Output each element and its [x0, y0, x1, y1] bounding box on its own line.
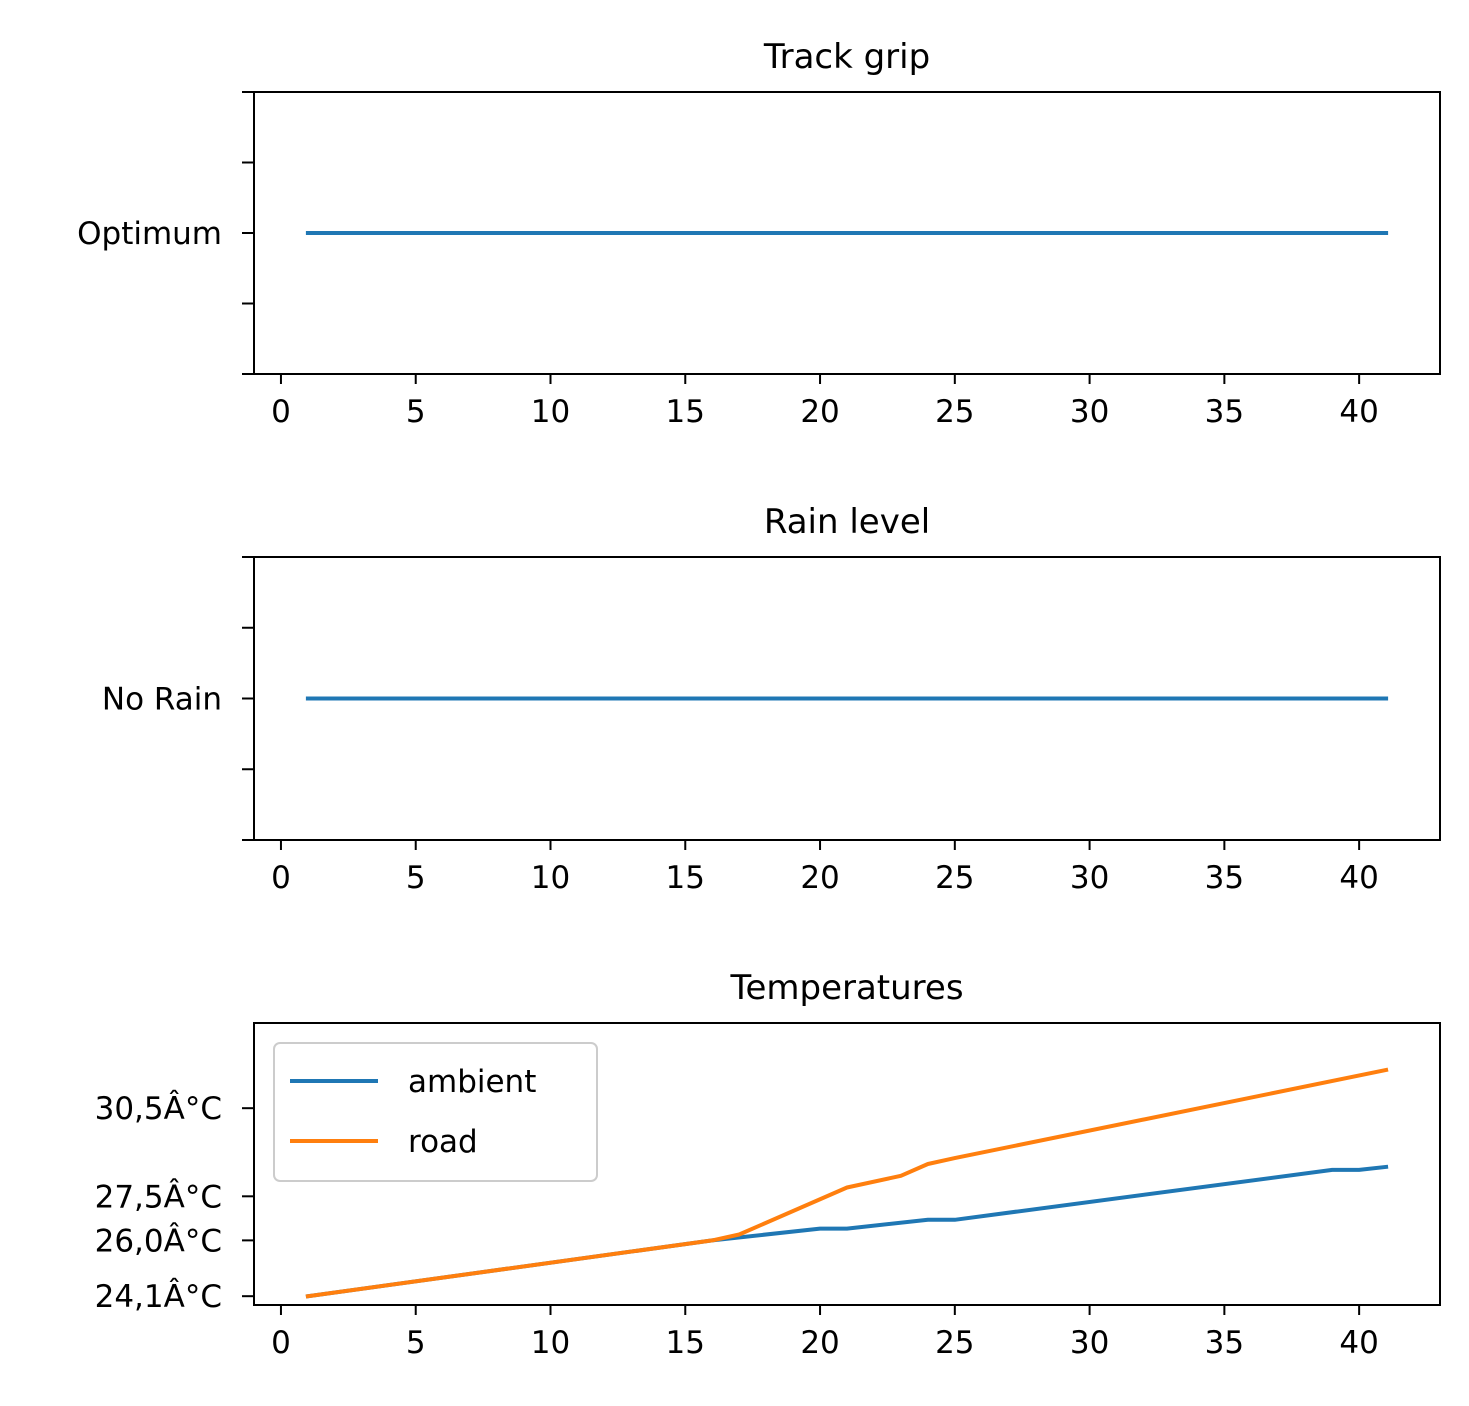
chart-title: Temperatures: [729, 968, 963, 1008]
axes-frame: [253, 556, 1441, 841]
x-tick-label: 0: [271, 1325, 291, 1361]
x-tick-label: 20: [800, 1325, 839, 1361]
x-tick-label: 30: [1070, 860, 1109, 896]
y-tick-label: 24,1Â°C: [95, 1279, 222, 1315]
chart-title: Rain level: [764, 502, 930, 542]
x-tick-label: 40: [1339, 860, 1378, 896]
y-tick-label: Optimum: [77, 216, 222, 252]
x-tick-label: 15: [666, 860, 705, 896]
x-tick-label: 30: [1070, 394, 1109, 430]
x-tick-label: 30: [1070, 1325, 1109, 1361]
x-tick-label: 15: [666, 1325, 705, 1361]
x-tick-label: 15: [666, 394, 705, 430]
y-tick-label: No Rain: [102, 682, 222, 718]
legend-entry-road: road: [408, 1124, 478, 1160]
x-tick-label: 25: [935, 860, 974, 896]
x-tick-label: 0: [271, 394, 291, 430]
axes-frame: [253, 1022, 1441, 1306]
legend-entry-ambient: ambient: [408, 1064, 536, 1100]
x-tick-label: 20: [800, 860, 839, 896]
subplot-3: Temperatures 0 5 10 15 20 25 30 35 40 24,1Â°C 26,0Â…: [95, 968, 1441, 1361]
legend: ambient road: [273, 1042, 598, 1182]
x-tick-label: 35: [1205, 394, 1244, 430]
x-tick-label: 0: [271, 860, 291, 896]
series-line-road: [305, 1067, 1389, 1299]
x-tick-label: 10: [531, 394, 570, 430]
axes-frame: [253, 91, 1441, 375]
x-tick-label: 5: [406, 1325, 426, 1361]
x-tick-label: 10: [531, 860, 570, 896]
x-tick-label: 35: [1205, 860, 1244, 896]
subplot-2: Rain level 0 5 10 15 20 25 30 35 40 No Rain: [102, 502, 1441, 896]
y-tick-label: 30,5Â°C: [95, 1091, 222, 1127]
x-tick-label: 5: [406, 860, 426, 896]
x-tick-label: 20: [800, 394, 839, 430]
x-tick-label: 25: [935, 1325, 974, 1361]
series-line-ambient: [305, 1164, 1389, 1299]
y-tick-label: 26,0Â°C: [95, 1223, 222, 1259]
x-tick-label: 25: [935, 394, 974, 430]
chart-title: Track grip: [763, 37, 930, 77]
x-tick-label: 5: [406, 394, 426, 430]
x-tick-label: 10: [531, 1325, 570, 1361]
legend-box: [273, 1042, 598, 1182]
x-tick-label: 40: [1339, 1325, 1378, 1361]
y-tick-label: 27,5Â°C: [95, 1179, 222, 1215]
x-tick-label: 35: [1205, 1325, 1244, 1361]
x-tick-label: 40: [1339, 394, 1378, 430]
subplot-1: Track grip 0 5 10 15 20 25 30 35 40 Optimum: [77, 37, 1441, 430]
